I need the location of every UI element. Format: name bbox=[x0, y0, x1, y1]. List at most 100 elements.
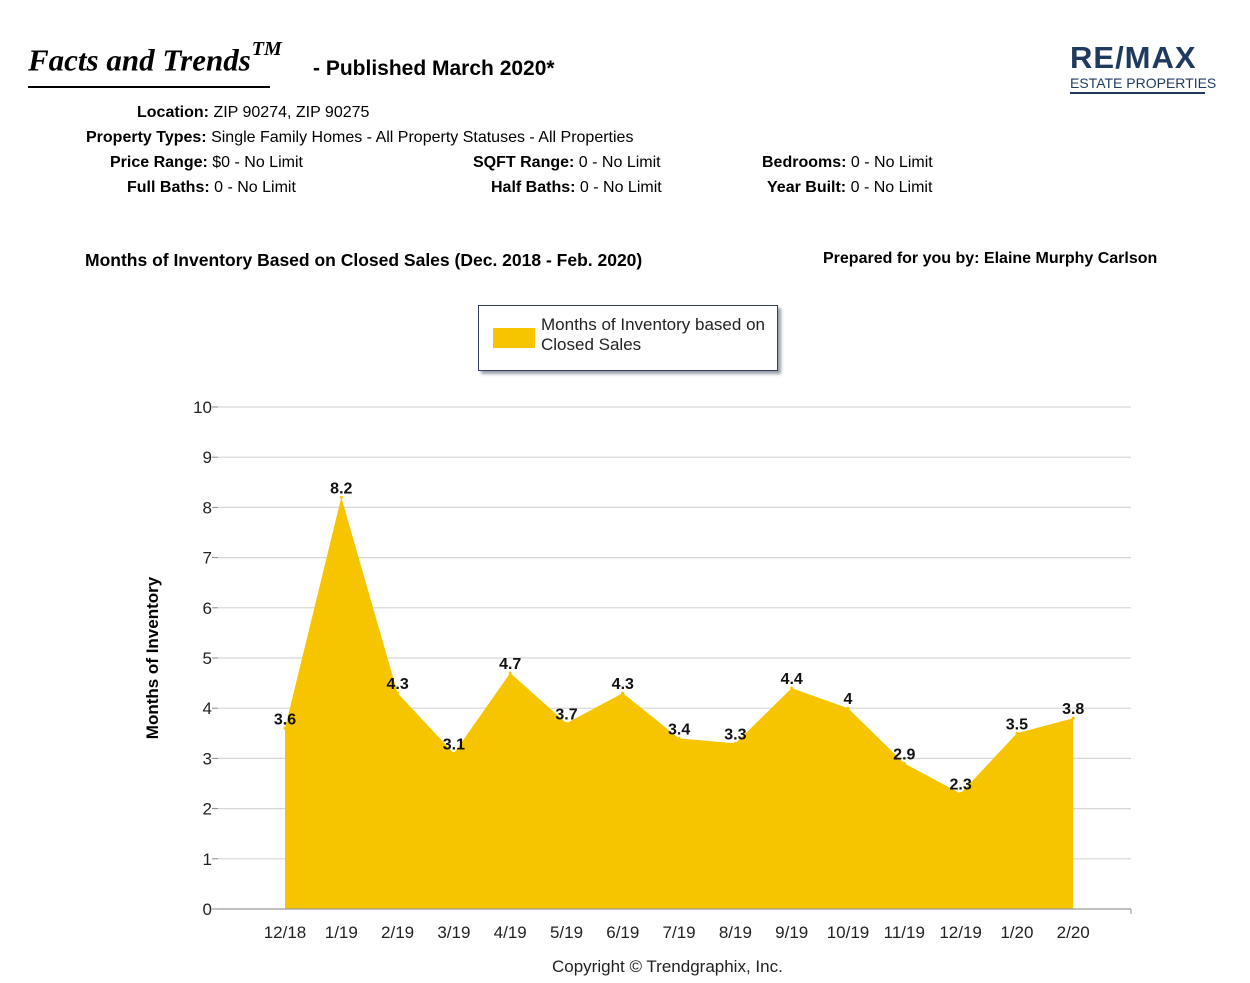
data-label-1-20: 3.5 bbox=[1006, 716, 1028, 733]
prepared-by: Prepared for you by: Elaine Murphy Carls… bbox=[823, 250, 1158, 267]
data-point-9-19 bbox=[790, 686, 794, 690]
half-baths-value: 0 - No Limit bbox=[579, 179, 662, 196]
chart-legend: Months of Inventory based on Closed Sale… bbox=[478, 305, 778, 371]
data-point-7-19 bbox=[677, 736, 681, 740]
logo-underline bbox=[1070, 92, 1205, 94]
y-tick-label-9: 9 bbox=[203, 448, 212, 467]
year-built-value: 0 - No Limit bbox=[850, 179, 933, 196]
x-tick-label-4-19: 4/19 bbox=[494, 923, 527, 942]
data-label-6-19: 4.3 bbox=[612, 676, 634, 693]
data-point-12-18 bbox=[283, 726, 287, 730]
y-tick-label-6: 6 bbox=[203, 599, 212, 618]
copyright-text: Copyright © Trendgraphix, Inc. bbox=[552, 957, 783, 976]
data-label-12-18: 3.6 bbox=[274, 711, 296, 728]
data-point-12-19 bbox=[959, 792, 963, 796]
criteria-property-types: Property Types: Single Family Homes - Al… bbox=[86, 129, 633, 147]
x-tick-label-2-20: 2/20 bbox=[1057, 923, 1090, 942]
x-tick-label-9-19: 9/19 bbox=[775, 923, 808, 942]
property-types-label: Property Types: bbox=[86, 129, 207, 146]
x-tick-label-1-20: 1/20 bbox=[1000, 923, 1033, 942]
data-point-3-19 bbox=[452, 751, 456, 755]
data-labels: 3.6 8.2 4.3 3.1 4.7 3.7 4.3 3.4 3.3 4.4 4 2.9 2.3 3.5… bbox=[274, 480, 1084, 796]
data-label-9-19: 4.4 bbox=[781, 671, 803, 688]
x-tick-label-5-19: 5/19 bbox=[550, 923, 583, 942]
criteria-bedrooms: Bedrooms: 0 - No Limit bbox=[762, 154, 933, 172]
y-tick-label-8: 8 bbox=[203, 498, 212, 517]
half-baths-label: Half Baths: bbox=[491, 179, 576, 196]
logo-main-text: RE/MAX bbox=[1070, 40, 1197, 75]
report-title-text: Facts and Trends bbox=[28, 42, 251, 78]
data-label-1-19: 8.2 bbox=[330, 480, 352, 497]
y-tick-label-3: 3 bbox=[203, 749, 212, 768]
y-tick-label-5: 5 bbox=[203, 649, 212, 668]
criteria-sqft-range: SQFT Range: 0 - No Limit bbox=[473, 154, 661, 172]
remax-logo: RE/MAX ESTATE PROPERTIES bbox=[1068, 40, 1216, 96]
data-point-6-19 bbox=[621, 691, 625, 695]
data-point-5-19 bbox=[565, 721, 568, 725]
x-tick-label-12-19: 12/19 bbox=[939, 923, 982, 942]
property-types-value: Single Family Homes - All Property Statu… bbox=[211, 129, 634, 146]
title-underline bbox=[28, 86, 270, 88]
location-label: Location: bbox=[137, 104, 209, 121]
criteria-half-baths: Half Baths: 0 - No Limit bbox=[491, 179, 662, 197]
data-point-1-19 bbox=[339, 495, 343, 499]
bedrooms-label: Bedrooms: bbox=[762, 154, 847, 171]
y-tick-label-1: 1 bbox=[203, 850, 212, 869]
sqft-range-label: SQFT Range: bbox=[473, 154, 575, 171]
full-baths-label: Full Baths: bbox=[127, 179, 210, 196]
inventory-area bbox=[285, 497, 1074, 909]
data-label-10-19: 4 bbox=[844, 691, 853, 708]
sqft-range-value: 0 - No Limit bbox=[578, 154, 661, 171]
y-tick-label-10: 10 bbox=[193, 398, 212, 417]
data-point-8-19 bbox=[733, 741, 737, 745]
criteria-year-built: Year Built: 0 - No Limit bbox=[767, 179, 932, 197]
data-point-1-20 bbox=[1015, 731, 1019, 735]
x-tick-label-1-19: 1/19 bbox=[325, 923, 358, 942]
price-range-value: $0 - No Limit bbox=[212, 154, 303, 171]
year-built-label: Year Built: bbox=[767, 179, 847, 196]
data-label-2-19: 4.3 bbox=[386, 676, 408, 693]
data-label-8-19: 3.3 bbox=[724, 726, 746, 743]
data-label-3-19: 3.1 bbox=[443, 736, 465, 753]
bedrooms-value: 0 - No Limit bbox=[850, 154, 933, 171]
data-point-2-20 bbox=[1071, 716, 1075, 720]
y-tick-label-7: 7 bbox=[203, 549, 212, 568]
axes: 0 1 2 3 4 5 6 7 8 9 10 12/18 1/19 2/19 3/19 4/19 5/19 6/1… bbox=[193, 398, 1132, 942]
logo-sub-text: ESTATE PROPERTIES bbox=[1070, 75, 1217, 91]
x-tick-label-11-19: 11/19 bbox=[884, 923, 925, 942]
location-value: ZIP 90274, ZIP 90275 bbox=[213, 104, 370, 121]
criteria-price-range: Price Range: $0 - No Limit bbox=[110, 154, 303, 172]
x-tick-label-8-19: 8/19 bbox=[719, 923, 752, 942]
data-label-2-20: 3.8 bbox=[1062, 701, 1084, 718]
published-date: - Published March 2020* bbox=[313, 57, 555, 80]
legend-series-name: Months of Inventory based on Closed Sale… bbox=[541, 315, 765, 354]
y-axis-label: Months of Inventory bbox=[143, 576, 162, 739]
data-point-10-19 bbox=[846, 706, 850, 710]
x-tick-label-10-19: 10/19 bbox=[827, 923, 870, 942]
y-tick-label-2: 2 bbox=[203, 800, 212, 819]
x-tick-label-6-19: 6/19 bbox=[606, 923, 639, 942]
data-point-4-19 bbox=[508, 671, 512, 675]
area-layer bbox=[285, 497, 1074, 909]
price-range-label: Price Range: bbox=[110, 154, 208, 171]
data-label-11-19: 2.9 bbox=[893, 746, 915, 763]
trademark-mark: TM bbox=[251, 38, 282, 60]
data-point-2-19 bbox=[396, 691, 400, 695]
x-tick-label-12-18: 12/18 bbox=[264, 923, 307, 942]
x-tick-label-3-19: 3/19 bbox=[437, 923, 470, 942]
chart-heading: Months of Inventory Based on Closed Sale… bbox=[85, 250, 643, 270]
data-label-4-19: 4.7 bbox=[499, 656, 521, 673]
x-tick-label-2-19: 2/19 bbox=[381, 923, 414, 942]
report-title: Facts and TrendsTM bbox=[28, 38, 282, 78]
y-tick-label-0: 0 bbox=[203, 900, 212, 919]
criteria-full-baths: Full Baths: 0 - No Limit bbox=[127, 179, 296, 197]
data-label-5-19: 3.7 bbox=[555, 706, 577, 723]
data-label-12-19: 2.3 bbox=[949, 777, 971, 794]
x-tick-label-7-19: 7/19 bbox=[663, 923, 696, 942]
y-tick-label-4: 4 bbox=[203, 699, 212, 718]
criteria-location: Location: ZIP 90274, ZIP 90275 bbox=[137, 104, 369, 122]
data-label-7-19: 3.4 bbox=[668, 721, 690, 738]
full-baths-value: 0 - No Limit bbox=[214, 179, 296, 196]
legend-swatch bbox=[493, 328, 535, 348]
